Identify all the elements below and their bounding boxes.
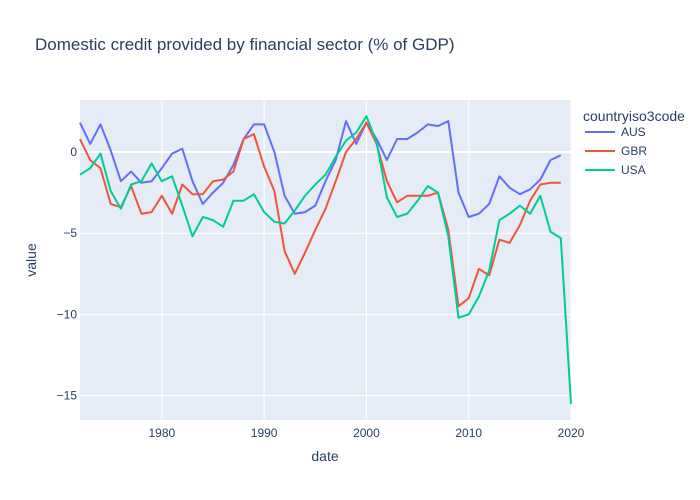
series-line-gbr bbox=[79, 121, 561, 308]
tick-labels: 1980 1990 2000 2010 2020 0 −5 −10 −15 bbox=[57, 145, 585, 440]
x-tick-label: 2010 bbox=[455, 426, 482, 440]
legend-label: AUS bbox=[621, 125, 646, 139]
legend-item-gbr[interactable]: GBR bbox=[585, 144, 647, 158]
legend-item-usa[interactable]: USA bbox=[585, 163, 646, 177]
legend-label: GBR bbox=[621, 144, 647, 158]
gridlines bbox=[80, 100, 572, 420]
x-tick-label: 2000 bbox=[353, 426, 380, 440]
series-layer bbox=[79, 115, 572, 404]
y-tick-label: −15 bbox=[57, 389, 78, 403]
legend-title: countryiso3code bbox=[583, 108, 685, 124]
y-tick-label: −10 bbox=[57, 307, 78, 321]
x-tick-label: 1980 bbox=[148, 426, 175, 440]
y-axis-title: value bbox=[23, 243, 39, 277]
x-axis-title: date bbox=[311, 448, 338, 464]
plot-area bbox=[80, 100, 571, 420]
series-line-usa bbox=[79, 115, 572, 404]
x-tick-label: 2020 bbox=[558, 426, 585, 440]
legend-label: USA bbox=[621, 163, 646, 177]
chart-title: Domestic credit provided by financial se… bbox=[35, 35, 455, 54]
legend: countryiso3code AUS GBR USA bbox=[583, 108, 685, 177]
legend-item-aus[interactable]: AUS bbox=[585, 125, 646, 139]
y-tick-label: 0 bbox=[70, 145, 77, 159]
y-tick-label: −5 bbox=[63, 226, 77, 240]
series-line-aus bbox=[79, 120, 562, 218]
x-tick-label: 1990 bbox=[251, 426, 278, 440]
